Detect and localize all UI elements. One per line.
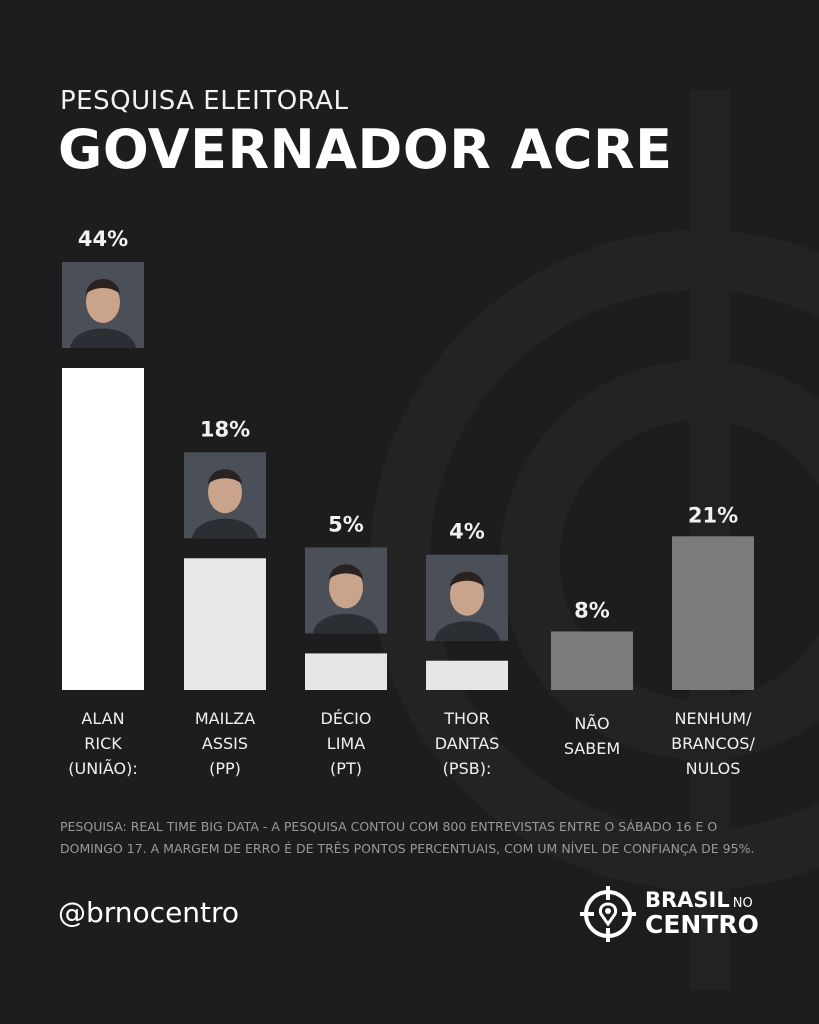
- logo-word-no: NO: [732, 896, 753, 911]
- survey-note: PESQUISA: REAL TIME BIG DATA - A PESQUIS…: [60, 819, 755, 856]
- category-label: NÃO: [574, 714, 609, 733]
- category-label: BRANCOS/: [671, 734, 755, 753]
- category-label: ALAN: [81, 709, 124, 728]
- bar: [184, 558, 266, 690]
- value-label: 21%: [688, 503, 738, 527]
- category-label: MAILZA: [195, 709, 255, 728]
- bar: [551, 631, 633, 690]
- photo-thor-dantas: [426, 554, 508, 641]
- brasil-no-centro-logo: BRASIL NO CENTRO: [578, 884, 778, 944]
- value-label: 44%: [78, 227, 128, 251]
- bar: [672, 536, 754, 690]
- logo-word-centro: CENTRO: [645, 910, 759, 939]
- category-label: NENHUM/: [675, 709, 753, 728]
- category-label: ASSIS: [202, 734, 248, 753]
- logo-word-brasil: BRASIL: [645, 888, 730, 912]
- bar: [426, 660, 508, 690]
- bar: [305, 653, 387, 690]
- category-label: LIMA: [327, 734, 365, 753]
- value-label: 5%: [328, 512, 364, 536]
- chart-title: GOVERNADOR ACRE: [58, 118, 673, 181]
- category-label: RICK: [84, 734, 122, 753]
- photo-mailza-assis: [184, 452, 266, 539]
- category-label: DANTAS: [435, 734, 500, 753]
- category-label: SABEM: [564, 739, 620, 758]
- value-label: 4%: [449, 520, 485, 544]
- category-label: NULOS: [686, 759, 741, 778]
- category-label: (PT): [330, 759, 362, 778]
- chart-subtitle: PESQUISA ELEITORAL: [60, 86, 349, 116]
- category-label: DÉCIO: [321, 709, 372, 728]
- category-label: (PP): [209, 759, 241, 778]
- photo-alan-rick: [62, 262, 144, 348]
- crosshair-logo-icon: [580, 886, 636, 942]
- value-label: 8%: [574, 598, 610, 622]
- category-label: (UNIÃO):: [68, 759, 138, 778]
- value-label: 18%: [200, 417, 250, 441]
- bar: [62, 368, 144, 690]
- category-label: THOR: [443, 709, 490, 728]
- social-handle[interactable]: @brnocentro: [58, 896, 240, 929]
- photo-decio-lima: [305, 547, 387, 634]
- category-label: (PSB):: [443, 759, 492, 778]
